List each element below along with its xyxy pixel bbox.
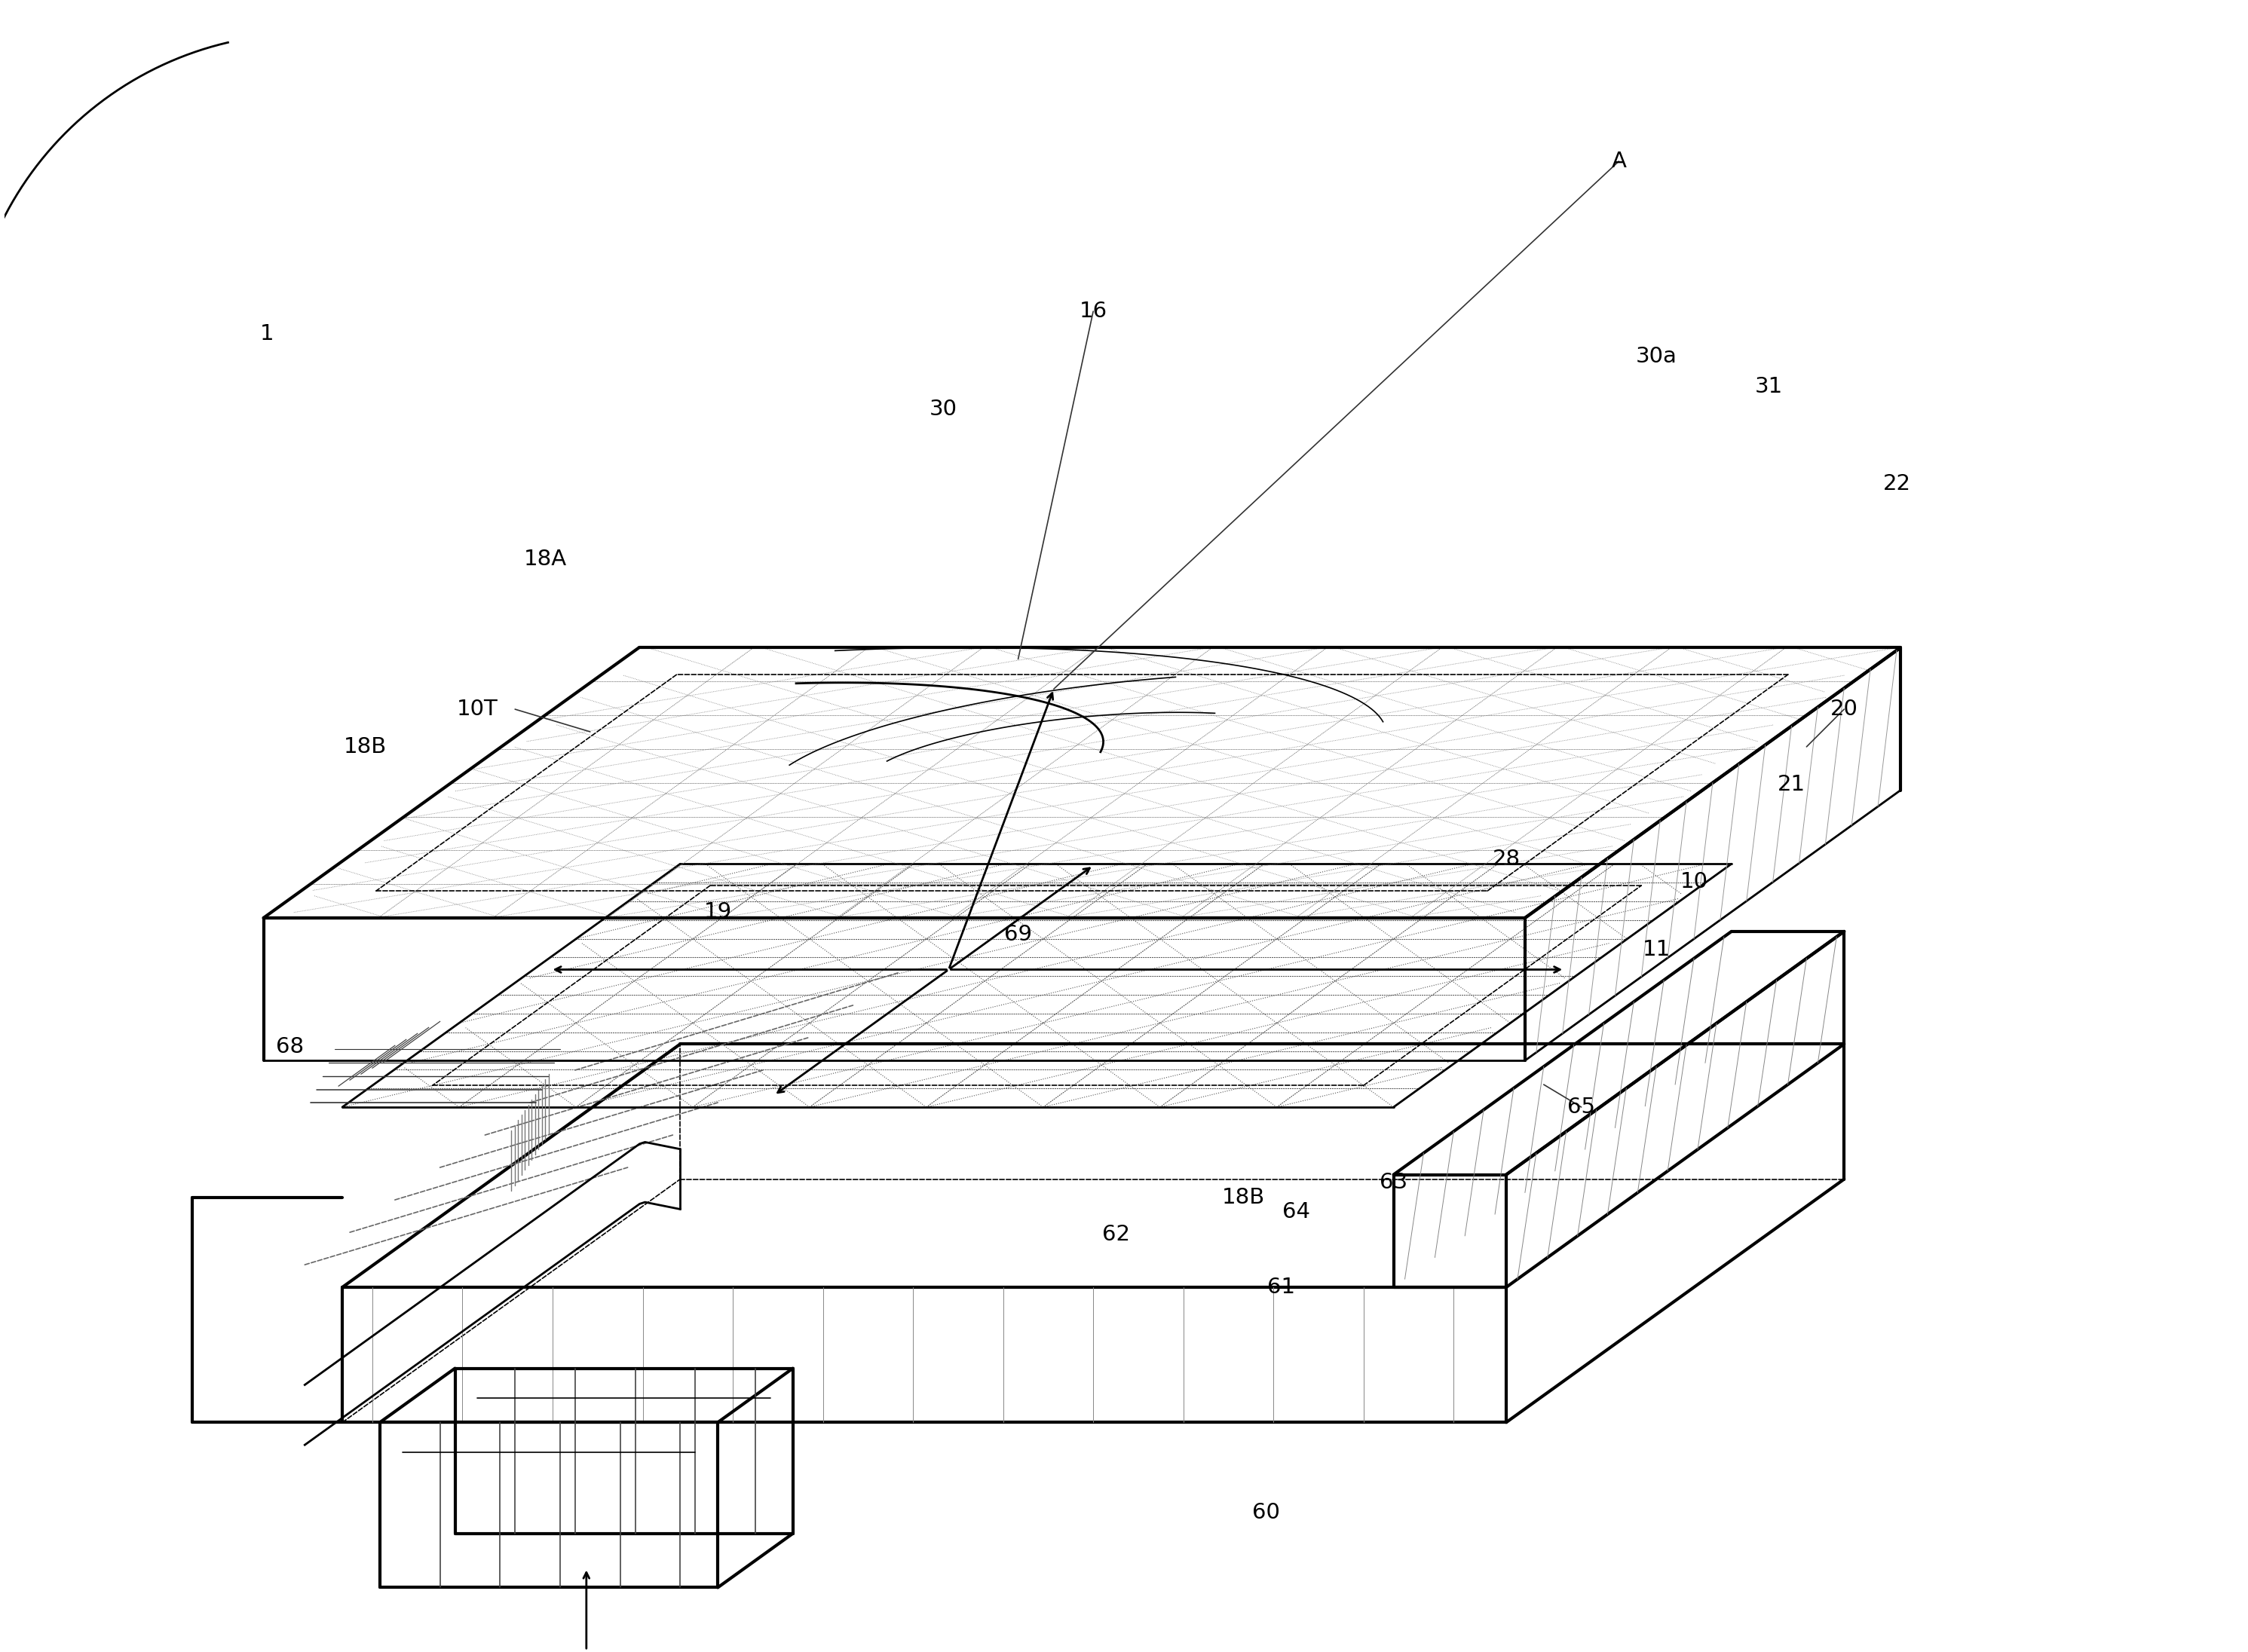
- Text: 65: 65: [1567, 1097, 1596, 1118]
- Text: 60: 60: [1252, 1502, 1279, 1523]
- Text: 30: 30: [928, 398, 958, 420]
- Text: 31: 31: [1756, 377, 1783, 396]
- Text: 61: 61: [1268, 1277, 1295, 1298]
- Text: 69: 69: [1005, 923, 1032, 945]
- Text: 63: 63: [1380, 1171, 1407, 1193]
- Text: 22: 22: [1884, 474, 1911, 494]
- Text: 10T: 10T: [456, 699, 499, 720]
- Text: 1: 1: [261, 324, 274, 345]
- Text: 16: 16: [1079, 301, 1108, 322]
- Text: 18B: 18B: [344, 737, 387, 757]
- Text: 30a: 30a: [1637, 345, 1677, 367]
- Text: A: A: [1612, 150, 1625, 172]
- Text: 11: 11: [1643, 938, 1670, 960]
- Text: 18B: 18B: [1223, 1186, 1266, 1208]
- Text: 28: 28: [1493, 849, 1520, 871]
- Text: 20: 20: [1830, 699, 1859, 720]
- Text: 62: 62: [1102, 1224, 1131, 1246]
- Text: 68: 68: [277, 1036, 303, 1057]
- Text: 18A: 18A: [524, 548, 566, 570]
- Text: 19: 19: [704, 902, 733, 922]
- Text: 10: 10: [1679, 871, 1708, 892]
- Text: 21: 21: [1778, 773, 1805, 795]
- Text: 64: 64: [1281, 1201, 1311, 1222]
